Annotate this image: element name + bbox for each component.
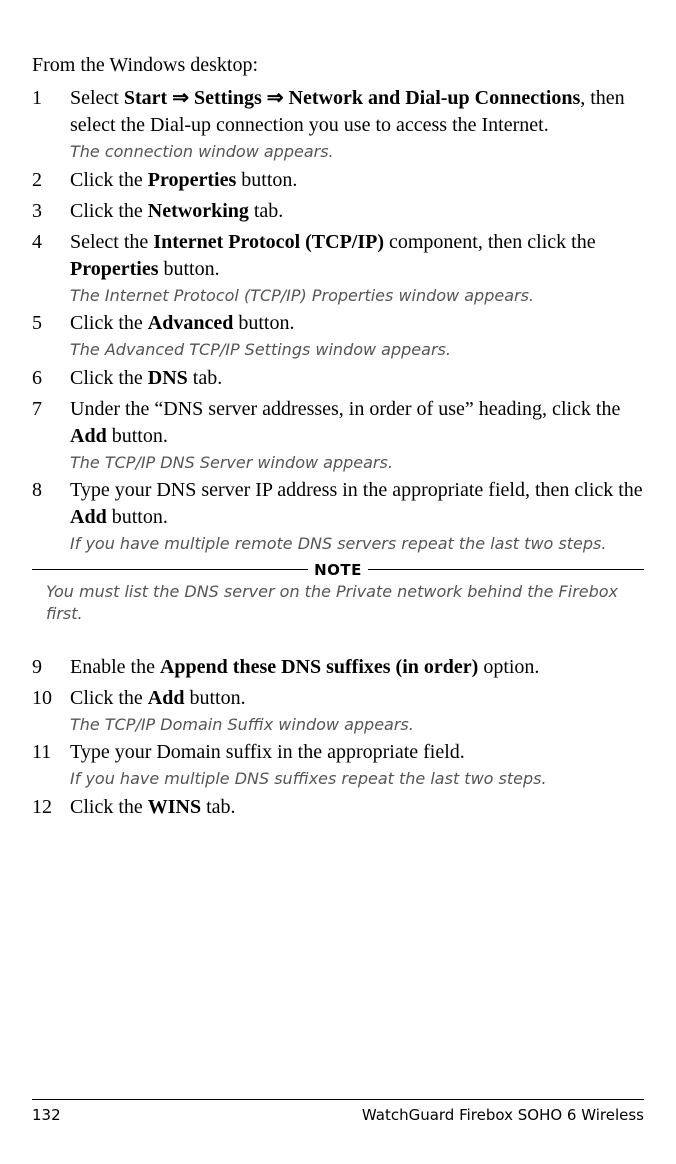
step-result: If you have multiple remote DNS servers … <box>70 533 644 555</box>
step-item: 8 Type your DNS server IP address in the … <box>32 477 644 555</box>
page: From the Windows desktop: 1 Select Start … <box>0 0 676 1164</box>
step-result: The Internet Protocol (TCP/IP) Propertie… <box>70 285 644 307</box>
step-number: 1 <box>32 85 62 112</box>
step-number: 12 <box>32 794 62 821</box>
step-body: Click the Add button. <box>70 685 644 712</box>
step-number: 4 <box>32 229 62 256</box>
step-number: 11 <box>32 739 62 766</box>
step-result: The TCP/IP Domain Suffix window appears. <box>70 714 644 736</box>
step-result: The Advanced TCP/IP Settings window appe… <box>70 339 644 361</box>
step-body: Click the Properties button. <box>70 167 644 194</box>
intro-text: From the Windows desktop: <box>32 52 644 79</box>
step-number: 8 <box>32 477 62 504</box>
step-body: Click the DNS tab. <box>70 365 644 392</box>
step-result: If you have multiple DNS suffixes repeat… <box>70 768 644 790</box>
step-body: Type your DNS server IP address in the a… <box>70 477 644 531</box>
step-item: 11 Type your Domain suffix in the appropr… <box>32 739 644 790</box>
step-body: Enable the Append these DNS suffixes (in… <box>70 654 644 681</box>
note-label: NOTE <box>308 561 368 579</box>
note-text: You must list the DNS server on the Priv… <box>32 581 644 626</box>
step-number: 3 <box>32 198 62 225</box>
note-header: NOTE <box>32 561 644 579</box>
note-rule-right <box>368 569 644 570</box>
step-number: 9 <box>32 654 62 681</box>
step-number: 7 <box>32 396 62 423</box>
step-item: 7 Under the “DNS server addresses, in ord… <box>32 396 644 474</box>
step-item: 1 Select Start ⇒ Settings ⇒ Network and D… <box>32 85 644 163</box>
step-result: The TCP/IP DNS Server window appears. <box>70 452 644 474</box>
step-item: 4 Select the Internet Protocol (TCP/IP) c… <box>32 229 644 307</box>
step-body: Click the Advanced button. <box>70 310 644 337</box>
step-number: 5 <box>32 310 62 337</box>
note-block: NOTE You must list the DNS server on the… <box>32 561 644 626</box>
step-result: The connection window appears. <box>70 141 644 163</box>
step-item: 10 Click the Add button.The TCP/IP Domain… <box>32 685 644 736</box>
step-body: Under the “DNS server addresses, in orde… <box>70 396 644 450</box>
product-name: WatchGuard Firebox SOHO 6 Wireless <box>362 1106 644 1124</box>
page-number: 132 <box>32 1106 61 1124</box>
step-number: 10 <box>32 685 62 712</box>
step-number: 2 <box>32 167 62 194</box>
step-body: Select the Internet Protocol (TCP/IP) co… <box>70 229 644 283</box>
steps-list: 1 Select Start ⇒ Settings ⇒ Network and D… <box>32 85 644 555</box>
step-number: 6 <box>32 365 62 392</box>
step-body: Click the WINS tab. <box>70 794 644 821</box>
steps-list-continued: 9 Enable the Append these DNS suffixes (i… <box>32 654 644 821</box>
content: From the Windows desktop: 1 Select Start … <box>32 52 644 1099</box>
step-body: Select Start ⇒ Settings ⇒ Network and Di… <box>70 85 644 139</box>
step-body: Click the Networking tab. <box>70 198 644 225</box>
note-rule-left <box>32 569 308 570</box>
step-item: 12 Click the WINS tab. <box>32 794 644 821</box>
step-body: Type your Domain suffix in the appropria… <box>70 739 644 766</box>
step-item: 3 Click the Networking tab. <box>32 198 644 225</box>
footer: 132 WatchGuard Firebox SOHO 6 Wireless <box>32 1099 644 1124</box>
step-item: 5 Click the Advanced button.The Advanced … <box>32 310 644 361</box>
step-item: 9 Enable the Append these DNS suffixes (i… <box>32 654 644 681</box>
step-item: 2 Click the Properties button. <box>32 167 644 194</box>
step-item: 6 Click the DNS tab. <box>32 365 644 392</box>
